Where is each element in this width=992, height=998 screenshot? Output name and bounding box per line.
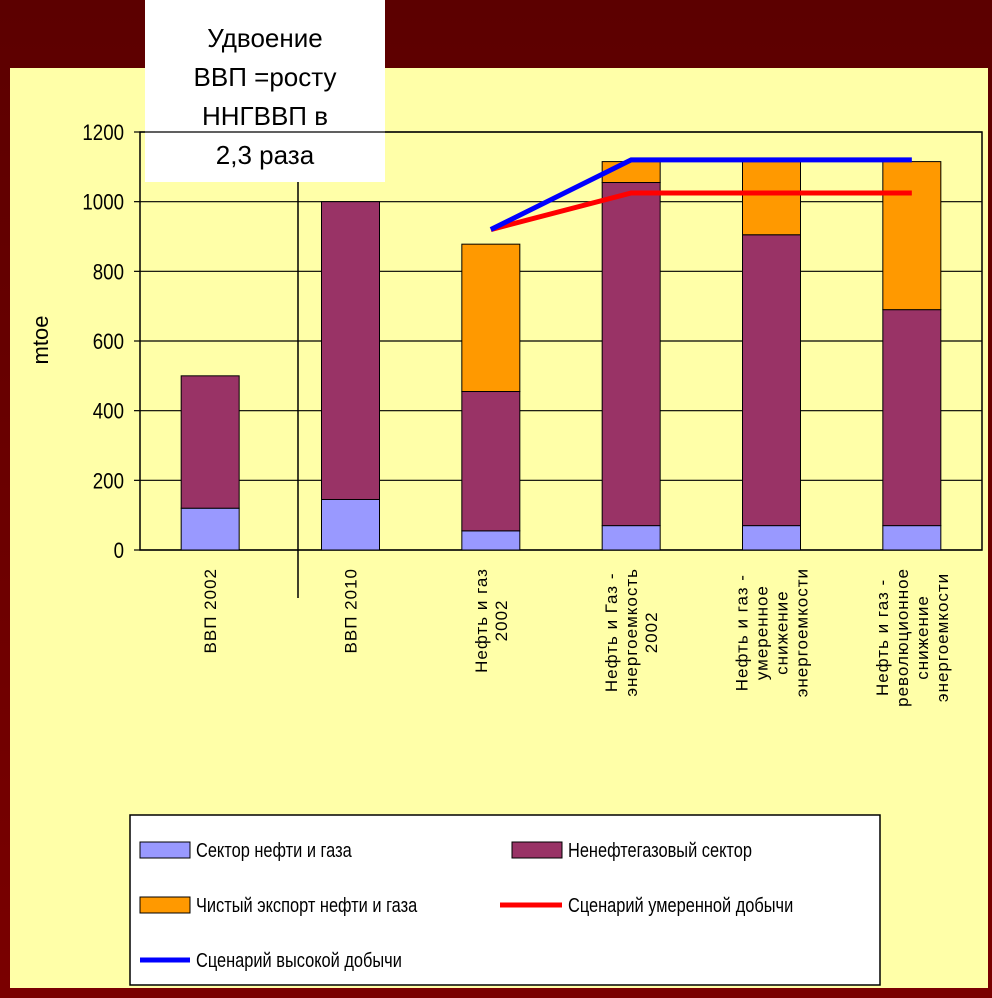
x-tick-label-group: Нефть и газ - революционное снижение энерго… <box>873 568 952 707</box>
bar <box>601 182 661 527</box>
x-tick-label: ВВП 2002 <box>201 568 220 653</box>
y-tick-label: 1000 <box>82 191 124 215</box>
x-tick-label: 2002 <box>492 600 511 642</box>
legend <box>129 814 881 986</box>
legend-swatch <box>139 841 191 859</box>
x-tick-label: 2002 <box>642 611 661 653</box>
x-tick-label: энергоемкости <box>933 573 952 702</box>
y-tick-label: 1200 <box>82 122 124 146</box>
bar <box>601 525 661 551</box>
bar <box>461 243 521 393</box>
y-tick-label: 200 <box>93 470 124 494</box>
legend-label: Сектор нефти и газа <box>196 838 352 861</box>
bar <box>742 525 801 551</box>
line-series <box>489 157 912 232</box>
legend-label: Сценарий высокой добычи <box>196 948 402 971</box>
x-tick-label: снижение <box>913 595 932 680</box>
x-tick-label: ВВП 2010 <box>342 568 361 653</box>
annotation-text: ННГВВП в <box>202 101 328 131</box>
bar <box>742 234 801 527</box>
x-tick-label: умеренное <box>753 585 772 680</box>
bar <box>882 309 942 527</box>
x-tick-label: Нефть и газ - <box>873 579 892 696</box>
legend-label: Сценарий умеренной добычи <box>568 893 793 916</box>
bar <box>321 498 380 551</box>
x-tick-label-group: ВВП 2010 <box>342 568 361 653</box>
y-tick-label: 600 <box>93 331 124 355</box>
x-tick-label: революционное <box>893 568 912 707</box>
bar <box>882 525 942 551</box>
bar <box>461 530 521 551</box>
x-tick-label-group: Нефть и газ 2002 <box>472 568 511 673</box>
x-tick-label: Нефть и газ <box>472 568 491 673</box>
annotation-text: Удвоение <box>207 23 322 53</box>
line-series <box>490 190 912 232</box>
bar <box>882 161 942 311</box>
bar <box>321 201 380 500</box>
y-tick-label: 0 <box>114 540 124 564</box>
x-tick-label: снижение <box>773 590 792 675</box>
annotation-text: ВВП =росту <box>194 62 337 92</box>
y-tick-label: 400 <box>93 400 124 424</box>
legend-label: Ненефтегазовый сектор <box>568 838 752 861</box>
x-tick-label-group: Нефть и Газ - энергоемкость 2002 <box>602 568 661 697</box>
annotation-text: 2,3 раза <box>216 140 315 170</box>
x-tick-label-group: Нефть и газ - умеренное снижение энергоемко… <box>733 568 812 697</box>
y-tick-label: 800 <box>93 261 124 285</box>
bar <box>180 375 240 509</box>
legend-swatch <box>139 896 191 914</box>
bar <box>461 391 521 532</box>
x-tick-label: энергоемкости <box>793 568 812 697</box>
x-tick-label: Нефть и Газ - <box>602 573 621 693</box>
x-tick-label-group: ВВП 2002 <box>201 568 220 653</box>
legend-swatch <box>511 841 563 859</box>
x-tick-label: Нефть и газ - <box>733 574 752 691</box>
x-tick-label: энергоемкость <box>622 568 641 697</box>
legend-label: Чистый экспорт нефти и газа <box>196 893 418 916</box>
bar <box>742 161 801 236</box>
y-axis-label: mtoe <box>28 316 53 365</box>
annotation-box <box>145 0 385 182</box>
bar <box>180 507 240 551</box>
